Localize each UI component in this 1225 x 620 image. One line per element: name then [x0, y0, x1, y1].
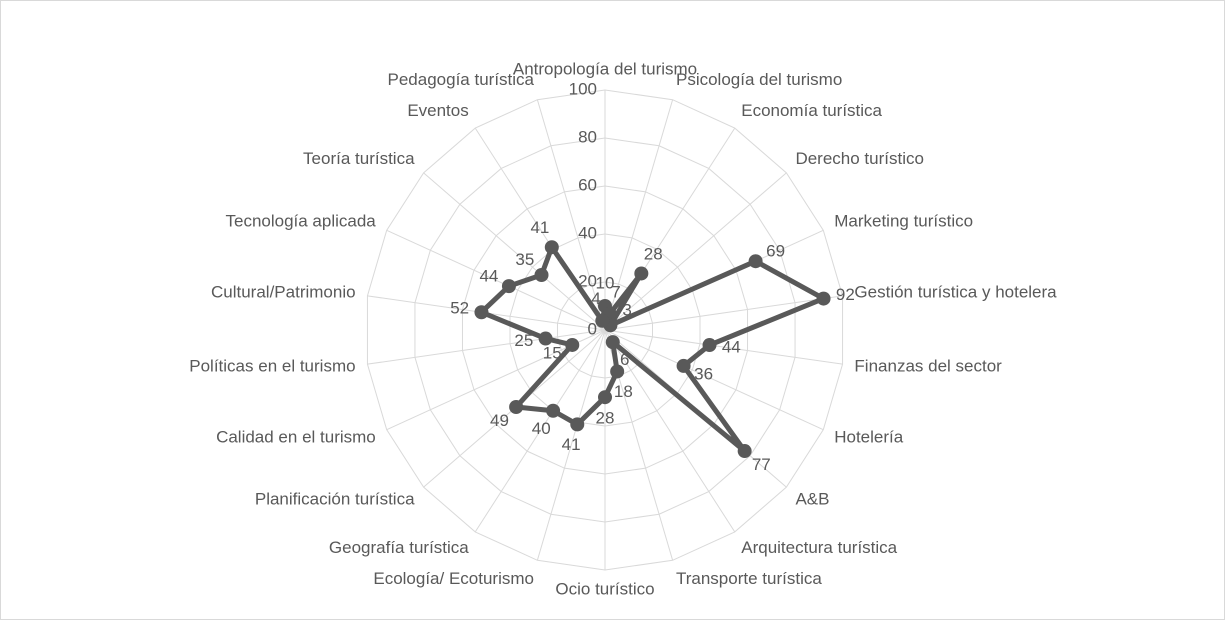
category-label: Pedagogía turística [388, 70, 535, 89]
data-point [702, 338, 717, 353]
category-label: Eventos [407, 101, 468, 120]
data-point [534, 267, 549, 282]
data-point [544, 240, 559, 255]
data-label: 44 [722, 338, 741, 357]
data-label: 7 [611, 282, 620, 301]
category-label: Psicología del turismo [676, 70, 842, 89]
data-label: 92 [836, 285, 855, 304]
data-label: 3 [622, 300, 631, 319]
category-label: Marketing turístico [834, 211, 973, 230]
data-label: 10 [596, 273, 615, 292]
category-label: Ecología/ Ecoturismo [373, 569, 534, 588]
axis-tick-label: 0 [588, 319, 597, 338]
category-label: Teoría turística [303, 149, 415, 168]
data-label: 36 [694, 365, 713, 384]
data-point [474, 305, 489, 320]
category-label: Tecnología aplicada [225, 211, 376, 230]
axis-tick-label: 40 [578, 223, 597, 242]
spoke [604, 329, 824, 431]
data-point [610, 364, 625, 379]
data-label: 44 [479, 266, 498, 285]
spoke [604, 172, 787, 331]
spoke [536, 99, 606, 331]
data-label: 28 [596, 409, 615, 428]
data-label: 52 [450, 299, 469, 318]
spoke [367, 329, 606, 365]
data-point [595, 313, 610, 328]
category-label: Economía turística [741, 101, 882, 120]
data-point [737, 444, 752, 459]
data-point [501, 279, 516, 294]
category-label: Hotelería [834, 427, 904, 446]
category-label: Gestión turística y hotelera [854, 282, 1057, 301]
spoke [474, 329, 606, 533]
category-label: Derecho turístico [795, 149, 924, 168]
data-point [565, 337, 580, 352]
data-label: 18 [614, 382, 633, 401]
data-point [748, 254, 763, 269]
category-label: A&B [795, 490, 829, 509]
category-label: Políticas en el turismo [189, 356, 355, 375]
data-point [676, 358, 691, 373]
data-label: 28 [644, 244, 663, 263]
category-label: Calidad en el turismo [216, 427, 376, 446]
axis-tick-label: 80 [578, 127, 597, 146]
data-point [509, 400, 524, 415]
category-label: Geografía turística [329, 538, 469, 557]
category-label: Antropología del turismo [513, 59, 697, 78]
spoke [386, 229, 606, 331]
data-label: 41 [562, 435, 581, 454]
axis-tick-label: 60 [578, 175, 597, 194]
category-label: Planificación turística [255, 490, 415, 509]
data-point [538, 331, 553, 346]
data-point [816, 291, 831, 306]
data-point [570, 417, 585, 432]
spoke [604, 99, 674, 331]
data-label: 35 [515, 250, 534, 269]
spoke [604, 329, 736, 533]
data-label: 49 [490, 411, 509, 430]
spoke [604, 329, 843, 365]
data-label: 69 [766, 242, 785, 261]
category-label: Arquitectura turística [741, 538, 897, 557]
axis-tick-label: 100 [569, 79, 597, 98]
spoke [604, 295, 843, 331]
data-label: 6 [620, 350, 629, 369]
category-label: Transporte turística [676, 569, 822, 588]
axis-tick-label: 20 [578, 271, 597, 290]
data-point [598, 390, 612, 405]
category-label: Ocio turístico [555, 579, 654, 598]
spoke [423, 172, 606, 331]
data-point [605, 335, 620, 350]
data-label: 40 [532, 419, 551, 438]
data-label: 77 [752, 455, 771, 474]
data-point [546, 403, 561, 418]
data-label: 25 [514, 331, 533, 350]
spoke [536, 329, 606, 561]
category-label: Cultural/Patrimonio [211, 282, 356, 301]
data-label: 4 [591, 289, 600, 308]
data-label: 41 [530, 218, 549, 237]
data-label: 15 [543, 344, 562, 363]
data-point [634, 266, 649, 281]
category-label: Finanzas del sector [854, 356, 1002, 375]
